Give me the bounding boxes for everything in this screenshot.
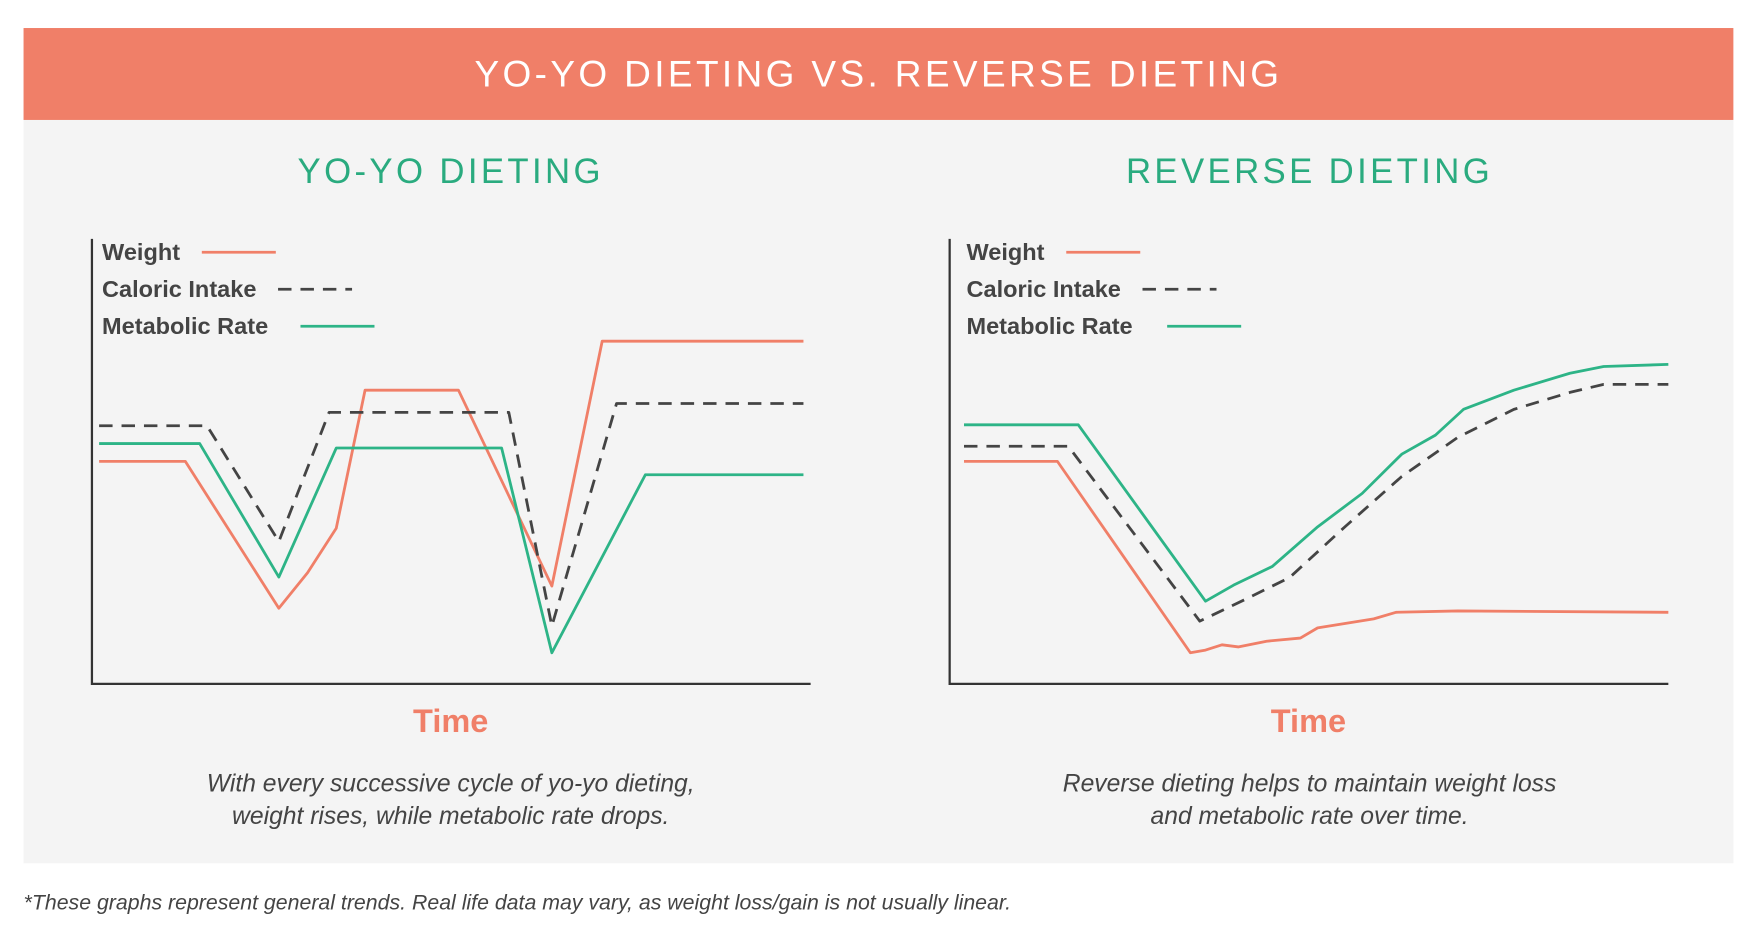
series-line-weight	[964, 459, 1669, 655]
legend-caloric-label: Caloric Intake	[102, 276, 257, 303]
header-banner: YO-YO DIETING VS. REVERSE DIETING	[23, 28, 1734, 120]
legend-caloric-label: Caloric Intake	[966, 276, 1121, 303]
series-line-caloric-intake	[99, 402, 804, 628]
caption-line: and metabolic rate over time.	[1150, 801, 1469, 830]
caption-line: Reverse dieting helps to maintain weight…	[1062, 769, 1557, 798]
axes	[948, 238, 1669, 686]
x-axis-label: Time	[413, 704, 489, 740]
reverse-caption: Reverse dieting helps to maintain weight…	[973, 767, 1646, 832]
series-line-metabolic-rate	[964, 362, 1669, 603]
legend-weight-label: Weight	[102, 239, 181, 266]
yoyo-caption: With every successive cycle of yo-yo die…	[114, 767, 787, 832]
series-line-metabolic-rate	[99, 442, 804, 655]
series-line-weight	[99, 339, 804, 610]
yoyo-chart-title: YO-YO DIETING	[297, 151, 604, 191]
axes	[90, 238, 811, 686]
reverse-chart-title: REVERSE DIETING	[1125, 151, 1494, 191]
series-line-caloric-intake	[964, 382, 1669, 623]
legend-weight-label: Weight	[966, 239, 1045, 266]
legend-metabolic-label: Metabolic Rate	[102, 313, 269, 340]
legend-metabolic-label: Metabolic Rate	[966, 313, 1133, 340]
footnote: *These graphs represent general trends. …	[23, 891, 1012, 915]
caption-line: weight rises, while metabolic rate drops…	[232, 801, 670, 830]
caption-line: With every successive cycle of yo-yo die…	[206, 769, 695, 798]
main-title: YO-YO DIETING VS. REVERSE DIETING	[474, 52, 1283, 95]
charts-panel	[23, 119, 1734, 864]
x-axis-label: Time	[1270, 704, 1347, 740]
